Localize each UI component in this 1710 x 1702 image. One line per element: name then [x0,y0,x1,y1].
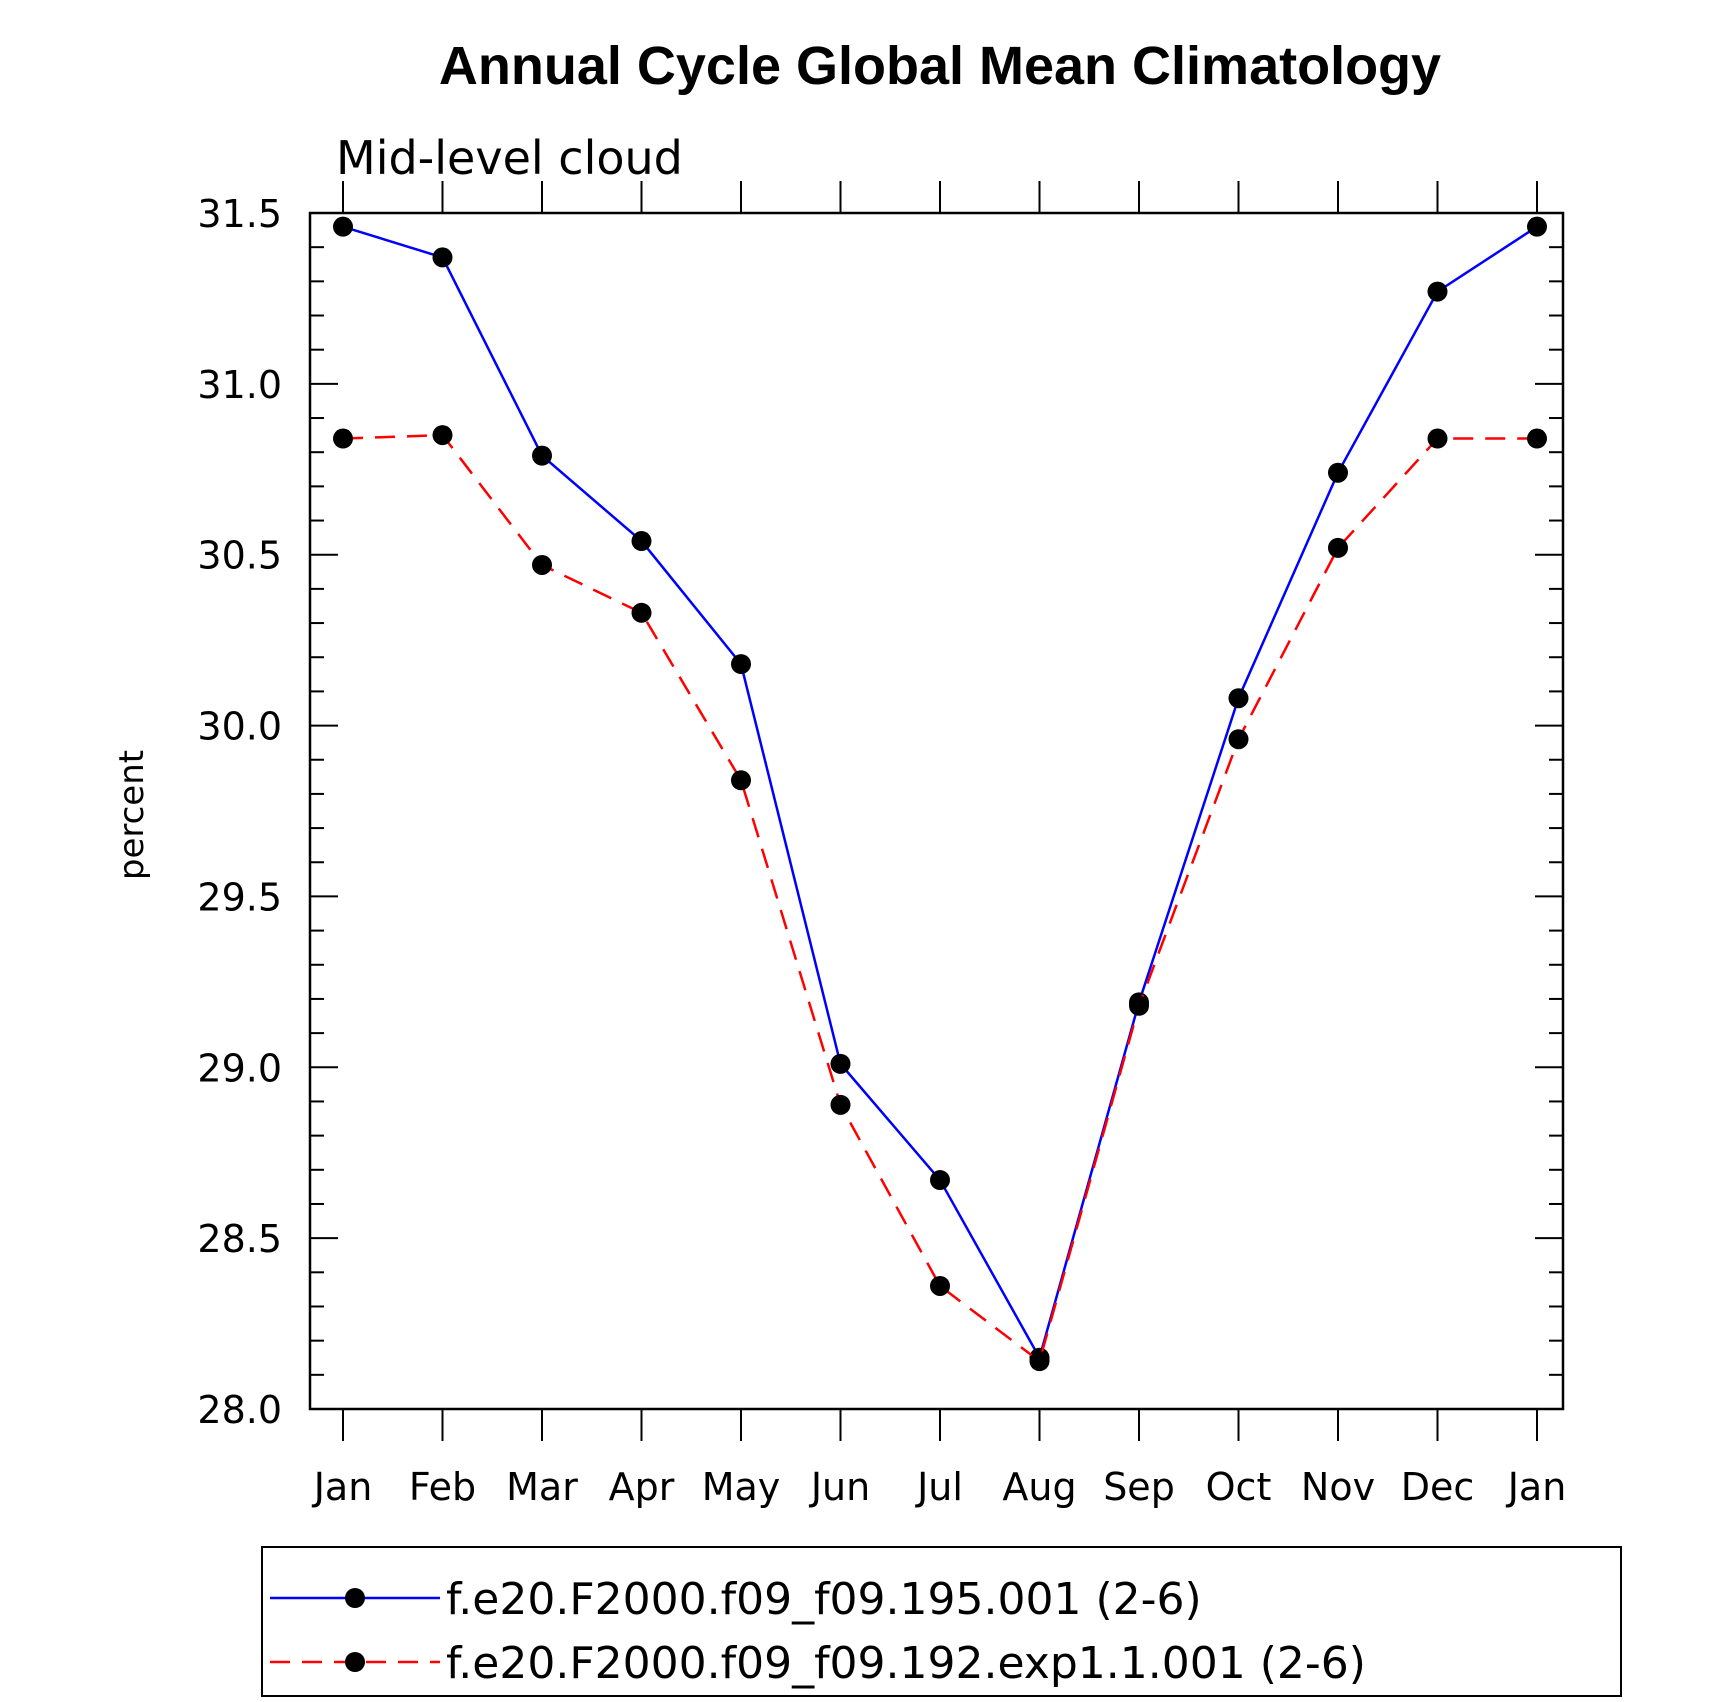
series-2-point [333,428,353,449]
series-2-point [1527,428,1547,449]
x-tick-label: Oct [1206,1465,1272,1509]
series-1-point [432,247,453,268]
series-1-point [532,445,552,466]
series-2-point [830,1094,851,1115]
chart-subtitle: Mid-level cloud [336,131,683,185]
series-1-point [731,654,751,675]
y-tick-label: 28.0 [197,1388,282,1432]
x-tick-label: Jul [915,1465,963,1509]
y-tick-label: 31.0 [197,363,282,407]
y-tick-label: 30.0 [197,705,282,749]
series-2-point [1129,995,1149,1016]
series-2-point [532,554,552,575]
legend-box [261,1546,1622,1697]
x-tick-label: Jun [809,1465,870,1509]
x-tick-label: May [702,1465,781,1509]
series-1-point [1527,216,1547,237]
series-2-point [1427,428,1448,449]
x-tick-label: Sep [1103,1465,1175,1509]
series-2-point [1328,537,1348,558]
x-tick-label: Jan [312,1465,373,1509]
y-tick-label: 30.5 [197,534,282,578]
y-tick-label: 29.5 [197,875,282,919]
x-tick-label: Aug [1002,1465,1076,1509]
x-tick-label: Nov [1301,1465,1375,1509]
y-tick-label: 29.0 [197,1046,282,1090]
y-tick-label: 31.5 [197,192,282,236]
series-2-point [731,770,751,791]
y-axis-label: percent [112,750,152,880]
series-1-point [1228,688,1249,709]
series-1-point [830,1053,851,1074]
series-2-point [631,602,652,623]
plot-frame [308,211,1565,1411]
legend-marker-1 [345,1588,365,1608]
legend-label-2: f.e20.F2000.f09_f09.192.exp1.1.001 (2-6) [446,1638,1366,1689]
series-1-point [1427,281,1448,302]
series-2-point [1029,1351,1050,1372]
series-2-point [930,1275,950,1296]
chart-title: Annual Cycle Global Mean Climatology [439,36,1441,96]
series-2-point [432,425,453,446]
series-2-point [1228,729,1249,750]
series-1-point [631,531,652,552]
x-tick-label: Mar [506,1465,578,1509]
x-tick-label: Jan [1506,1465,1567,1509]
x-tick-label: Dec [1401,1465,1475,1509]
series-1-point [1328,462,1348,483]
x-tick-label: Feb [409,1465,476,1509]
legend-marker-2 [345,1652,365,1672]
y-tick-label: 28.5 [197,1217,282,1261]
x-tick-label: Apr [609,1465,675,1509]
series-line-2 [342,433,1537,1364]
series-1-point [930,1170,950,1191]
series-1-point [333,216,353,237]
legend-label-1: f.e20.F2000.f09_f09.195.001 (2-6) [446,1574,1202,1625]
